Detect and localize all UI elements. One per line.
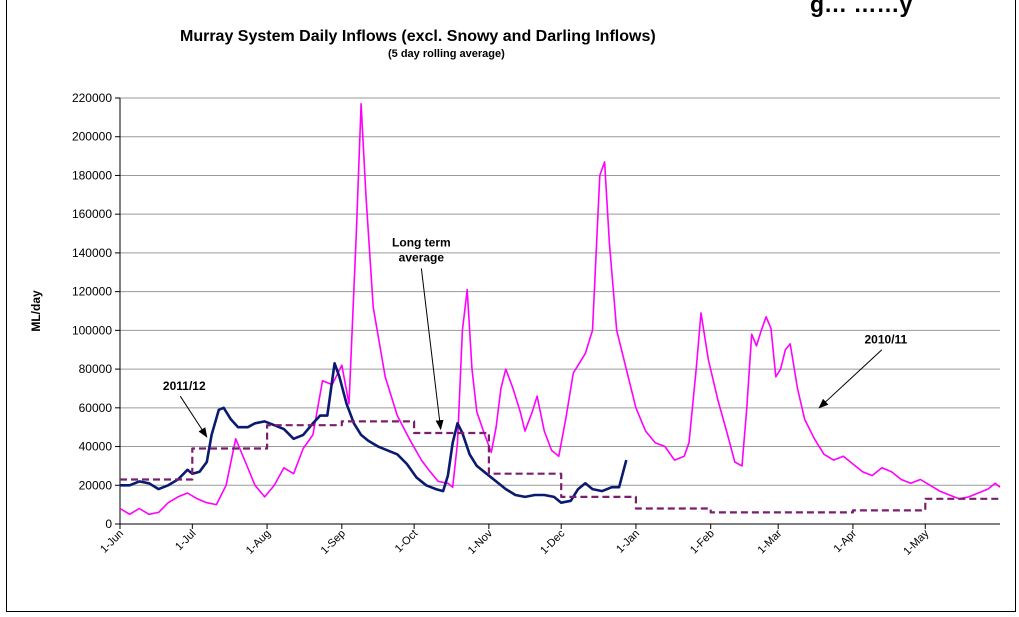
x-tick-label: 1-Sep [319,528,348,557]
chart-subtitle: (5 day rolling average) [388,48,505,60]
x-tick-label: 1-Nov [466,527,496,557]
x-tick-label: 1-Jun [98,528,126,556]
annotation-label: 2011/12 [163,379,206,393]
y-tick-label: 120000 [72,285,112,299]
annotation-arrow [179,395,208,438]
annotation-arrow [818,349,883,409]
annotation-label: average [399,250,445,264]
y-tick-label: 180000 [72,168,112,182]
y-tick-label: 220000 [72,91,112,105]
x-tick-label: 1-Mar [756,527,785,556]
annotation-label: Long term [392,235,451,249]
y-tick-label: 100000 [72,323,112,337]
x-tick-label: 1-Feb [688,528,717,557]
series-2010-11-line [119,103,1001,516]
y-axis-label: ML/day [29,290,43,332]
y-tick-label: 40000 [79,440,113,454]
x-tick-label: 1-Aug [244,528,273,557]
x-tick-label: 1-Oct [393,528,421,556]
y-tick-label: 160000 [72,207,112,221]
y-tick-label: 0 [105,517,112,531]
chart-title: Murray System Daily Inflows (excl. Snowy… [180,28,656,45]
series-long-term-average-line [120,420,1000,514]
y-tick-label: 80000 [79,362,113,376]
clipped-header-text: g… ……y [810,0,913,17]
x-tick-label: 1-Jul [173,528,198,553]
chart-frame [6,0,1016,612]
x-tick-label: 1-Dec [538,527,568,557]
y-tick-label: 140000 [72,246,112,260]
annotation-label: 2010/11 [865,333,908,347]
x-tick-label: 1-Apr [832,527,860,555]
y-tick-label: 20000 [79,478,113,492]
y-tick-label: 60000 [79,401,113,415]
series-2011-12-line [120,361,628,505]
x-tick-label: 1-May [901,527,931,557]
x-tick-label: 1-Jan [614,528,642,556]
y-tick-label: 200000 [72,130,112,144]
annotation-arrow [420,268,444,431]
